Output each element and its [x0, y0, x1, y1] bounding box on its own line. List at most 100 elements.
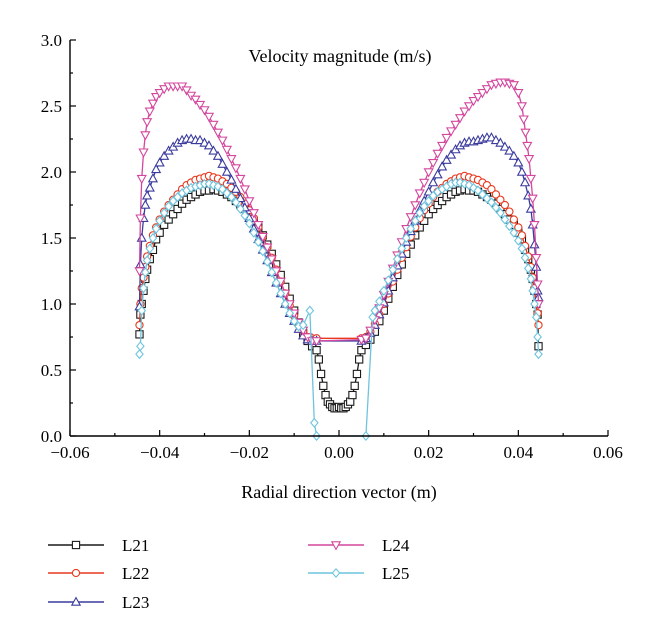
data-point-l23 [144, 182, 155, 192]
data-point-l24 [253, 221, 264, 231]
data-point-l25 [140, 267, 150, 278]
data-point-l25 [249, 227, 259, 238]
data-point-l25 [514, 235, 523, 246]
data-point-l22 [135, 320, 144, 330]
data-point-l25 [276, 288, 286, 299]
data-point-l24 [203, 112, 215, 123]
data-point-l25 [258, 246, 268, 257]
data-point-l21 [168, 210, 178, 219]
data-point-l25 [151, 223, 161, 234]
data-point-l25 [253, 236, 263, 248]
data-point-l25 [370, 305, 380, 316]
data-point-l25 [406, 223, 416, 234]
y-tick-label: 2.0 [41, 163, 62, 182]
data-point-l25 [397, 243, 407, 254]
data-point-l25 [455, 177, 465, 188]
data-point-l24 [525, 174, 537, 185]
data-point-l23 [428, 177, 439, 187]
legend-item-l22: L22 [48, 564, 149, 583]
y-tick-label: 2.5 [41, 97, 62, 116]
data-point-l25 [534, 349, 543, 360]
data-point-l24 [513, 89, 524, 99]
data-point-l25 [509, 227, 519, 238]
data-point-l21 [314, 355, 323, 364]
data-point-l24 [159, 85, 170, 95]
data-point-l24 [248, 209, 259, 219]
data-point-l23 [141, 190, 153, 200]
data-point-l25 [500, 214, 510, 225]
data-point-l24 [472, 93, 484, 103]
data-point-l25 [271, 277, 281, 288]
data-point-l23 [140, 199, 151, 209]
data-point-l23 [226, 174, 237, 184]
data-point-l21 [348, 390, 357, 400]
data-point-l25 [159, 207, 169, 218]
data-point-l24 [450, 120, 461, 131]
y-tick-label: 1.5 [41, 229, 62, 248]
data-point-l24 [230, 164, 242, 174]
data-point-l25 [164, 201, 173, 212]
data-point-l25 [410, 215, 420, 226]
data-point-l25 [305, 305, 315, 316]
data-point-l24 [454, 114, 466, 124]
data-point-l24 [226, 155, 237, 165]
data-point-l25 [139, 283, 148, 294]
data-point-l24 [468, 96, 479, 107]
data-point-l25 [375, 296, 384, 307]
y-tick-label: 0.5 [41, 361, 62, 380]
data-point-l22 [505, 207, 514, 216]
legend-item-l25: L25 [308, 564, 409, 583]
legend-label: L25 [382, 564, 409, 583]
data-point-l21 [350, 381, 359, 390]
data-point-l25 [401, 232, 411, 244]
data-point-l24 [459, 107, 470, 117]
data-point-l24 [432, 149, 443, 160]
data-point-l25 [262, 256, 272, 267]
data-point-l24 [138, 148, 149, 158]
data-point-l21 [355, 355, 364, 364]
data-point-l24 [532, 280, 543, 290]
data-point-l24 [212, 128, 224, 138]
data-point-l24 [199, 106, 210, 116]
data-point-l21 [164, 215, 173, 224]
data-point-l24 [244, 197, 255, 207]
data-point-l24 [477, 89, 488, 99]
data-point-l25 [517, 243, 527, 254]
data-point-l25 [424, 195, 433, 207]
data-point-l24 [516, 102, 528, 112]
data-point-l23 [504, 145, 515, 155]
legend-item-l23: L23 [48, 593, 149, 612]
legend-item-l21: L21 [48, 536, 149, 555]
data-point-l22 [509, 215, 518, 224]
y-tick-label: 3.0 [41, 31, 62, 50]
x-tick-label: 0.02 [414, 443, 444, 462]
data-point-l25 [388, 264, 398, 275]
data-point-l24 [441, 133, 452, 144]
data-point-l21 [319, 381, 328, 390]
data-point-l24 [190, 95, 201, 105]
data-point-l24 [208, 120, 219, 131]
data-point-l24 [481, 85, 493, 95]
data-point-l21 [352, 369, 362, 379]
data-point-l25 [236, 203, 245, 215]
chart-title: Velocity magnitude (m/s) [249, 46, 432, 67]
data-point-l25 [531, 312, 541, 323]
x-tick-label: 0.00 [324, 443, 354, 462]
y-tick-label: 0.0 [41, 427, 62, 446]
data-point-l24 [423, 168, 434, 178]
data-point-l25 [496, 207, 505, 218]
data-point-l25 [528, 285, 538, 296]
legend-marker [71, 540, 81, 550]
data-point-l24 [181, 86, 192, 96]
data-point-l25 [530, 298, 539, 310]
legend-marker [331, 567, 341, 579]
data-point-l25 [145, 243, 155, 254]
data-point-l24 [419, 178, 430, 189]
series-l23 [134, 132, 544, 345]
data-point-l25 [298, 320, 308, 331]
data-point-l23 [235, 192, 246, 203]
data-point-l23 [441, 154, 452, 164]
x-tick-label: −0.06 [50, 443, 89, 462]
data-point-l23 [529, 239, 540, 249]
